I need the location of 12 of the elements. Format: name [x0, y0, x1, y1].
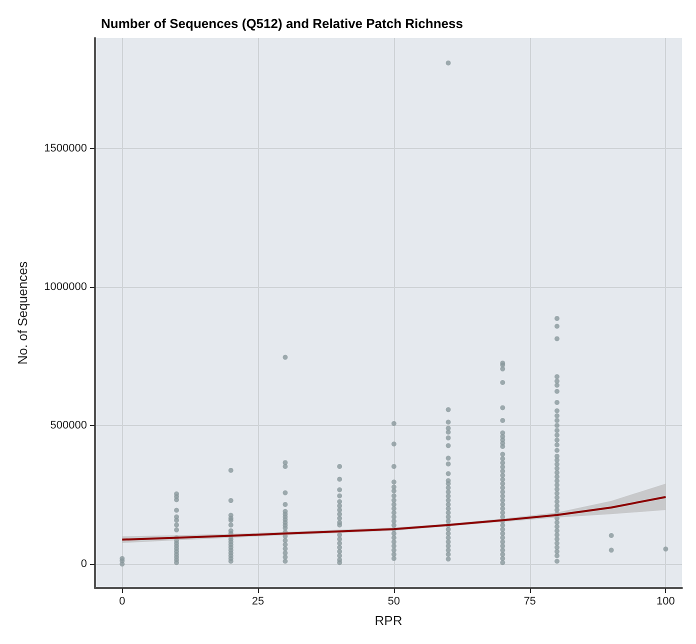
x-tick-label: 0: [119, 596, 126, 608]
y-tick-label: 1500000: [44, 142, 87, 154]
x-axis-title: RPR: [374, 613, 402, 628]
x-tick-label: 50: [388, 596, 400, 608]
y-tick-label: 500000: [50, 419, 87, 432]
y-tick-label: 1000000: [44, 280, 87, 293]
x-tick-label: 25: [252, 596, 264, 608]
x-tick-label: 100: [656, 596, 675, 608]
chart-title: Number of Sequences (Q512) and Relative Patch Richness: [101, 16, 463, 31]
y-axis-title: No. of Sequences: [15, 260, 30, 365]
x-tick-label: 75: [524, 596, 536, 608]
y-tick-label: 0: [80, 558, 87, 570]
